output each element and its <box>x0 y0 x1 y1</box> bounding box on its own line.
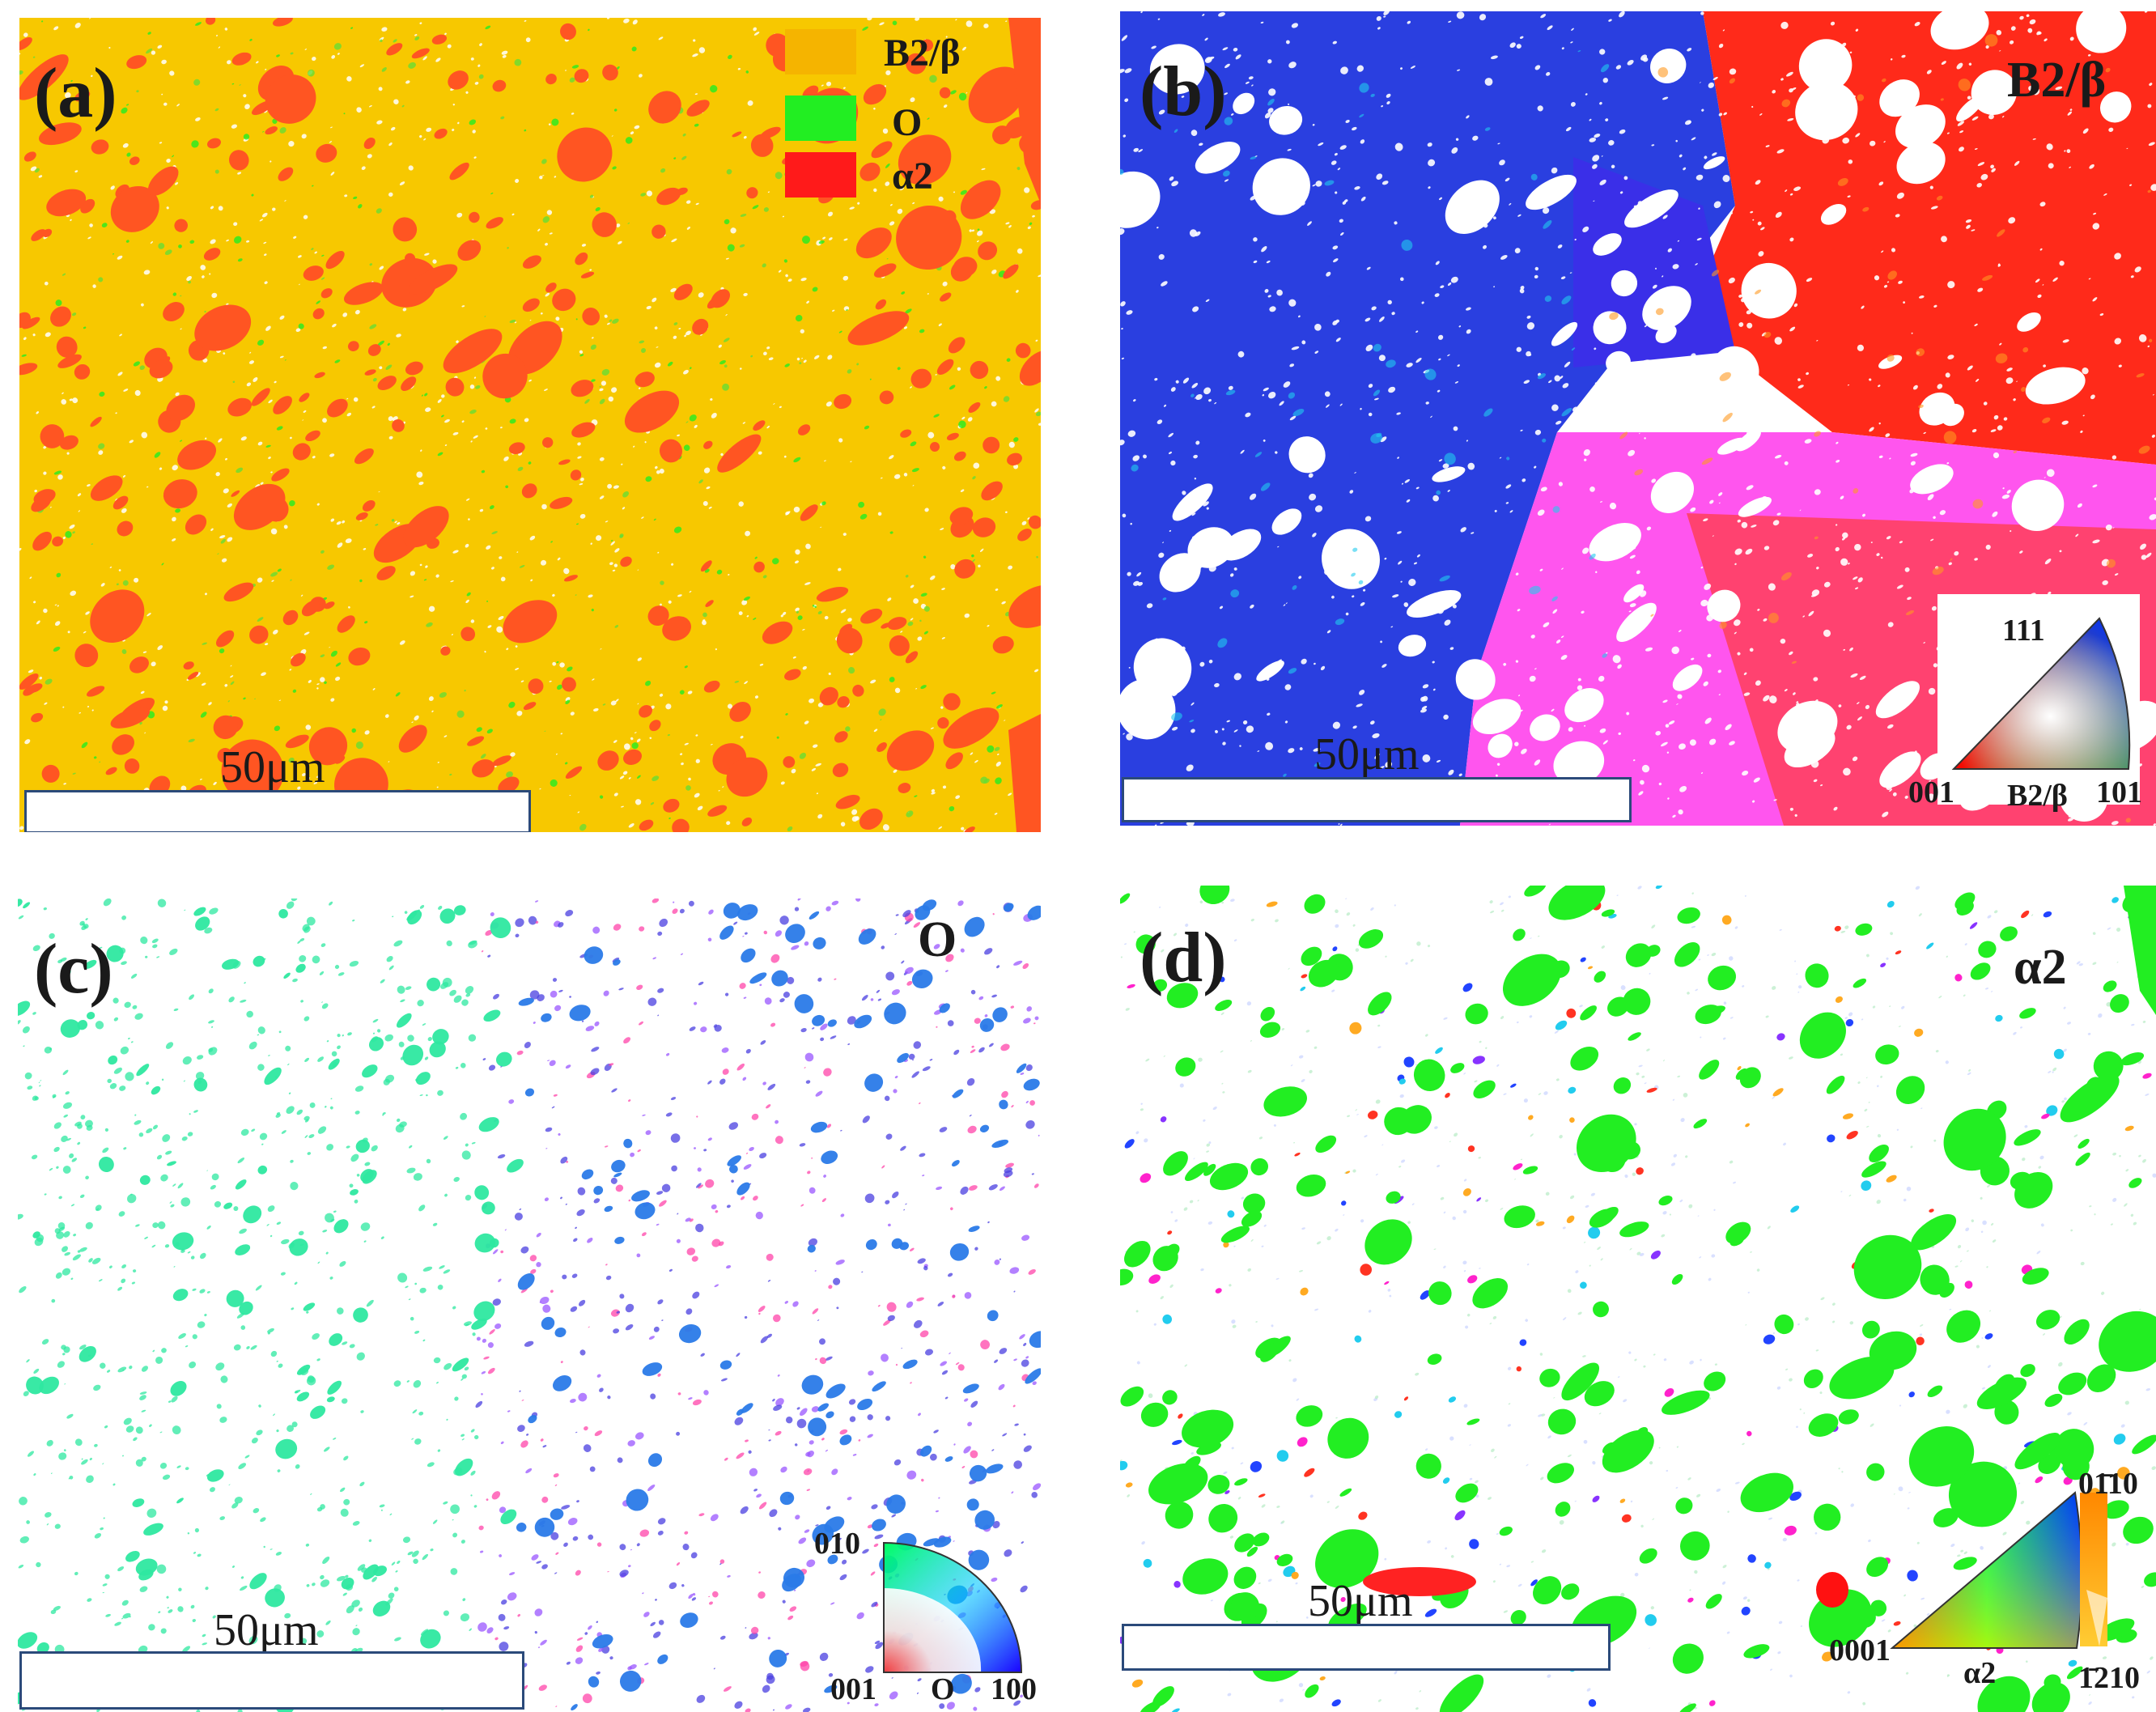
key-phase-label: O <box>931 1672 955 1706</box>
panel-label: (c) <box>34 930 113 1009</box>
phase-name: B2/β <box>2007 53 2107 108</box>
panel-label: (b) <box>1140 53 1227 131</box>
ipf-quarter-circle-icon <box>883 1541 1023 1673</box>
key-left-label: 001 <box>1908 775 1954 809</box>
scale-bar-label: 50μm <box>214 1605 319 1655</box>
scale-bar <box>19 1651 524 1710</box>
ipf-color-key: 01̄10 0001 α2 1̄210 <box>1829 1467 2156 1711</box>
panel-b-ipf-map: (b) B2/β 111 001 B2/β 101 50μm <box>1120 11 2156 826</box>
panel-d-ipf-map: (d) α2 01̄10 0001 α2 1̄210 <box>1120 886 2156 1712</box>
legend-label-alpha2: α2 <box>892 155 933 198</box>
key-right-label: 1̄210 <box>2078 1661 2140 1695</box>
key-left-label: 001 <box>830 1672 876 1706</box>
panel-label: (d) <box>1140 919 1227 997</box>
panel-c-ipf-map: (c) O 010 001 O 100 50μm <box>18 898 1041 1712</box>
phase-name: O <box>918 912 957 967</box>
key-left-label: 0001 <box>1829 1633 1891 1667</box>
ipf-triangle-icon <box>1951 617 2131 770</box>
scale-bar <box>24 790 531 832</box>
legend-swatch-alpha2 <box>785 152 856 198</box>
ipf-triangle-icon <box>1890 1491 2107 1649</box>
legend-swatch-b2 <box>785 29 856 74</box>
key-top-label: 01̄10 <box>2078 1467 2138 1501</box>
legend-label-b2: B2/β <box>884 32 961 74</box>
scale-bar <box>1122 1624 1611 1671</box>
key-right-label: 100 <box>991 1672 1037 1706</box>
ipf-color-key: 111 001 B2/β 101 <box>1908 594 2142 811</box>
ipf-map-image <box>1120 886 2156 1712</box>
phase-name: α2 <box>2014 940 2067 995</box>
scale-bar-label: 50μm <box>1308 1576 1413 1626</box>
ipf-map-image <box>18 898 1041 1712</box>
legend-swatch-o <box>785 96 856 141</box>
scale-bar-label: 50μm <box>1314 729 1420 780</box>
key-top-label: 111 <box>2002 614 2045 648</box>
ipf-color-key: 010 001 O 100 <box>795 1491 1038 1710</box>
panel-label: (a) <box>34 54 117 133</box>
panel-a-phase-map: (a) B2/β O α2 50μm <box>19 18 1041 832</box>
legend-label-o: O <box>892 101 923 144</box>
scale-bar-label: 50μm <box>220 742 325 792</box>
scale-bar <box>1122 777 1632 822</box>
key-phase-label: B2/β <box>2007 779 2068 813</box>
key-top-label: 010 <box>814 1527 860 1561</box>
phase-map-image <box>19 18 1041 832</box>
key-right-label: 101 <box>2096 775 2142 809</box>
key-phase-label: α2 <box>1963 1656 1997 1690</box>
